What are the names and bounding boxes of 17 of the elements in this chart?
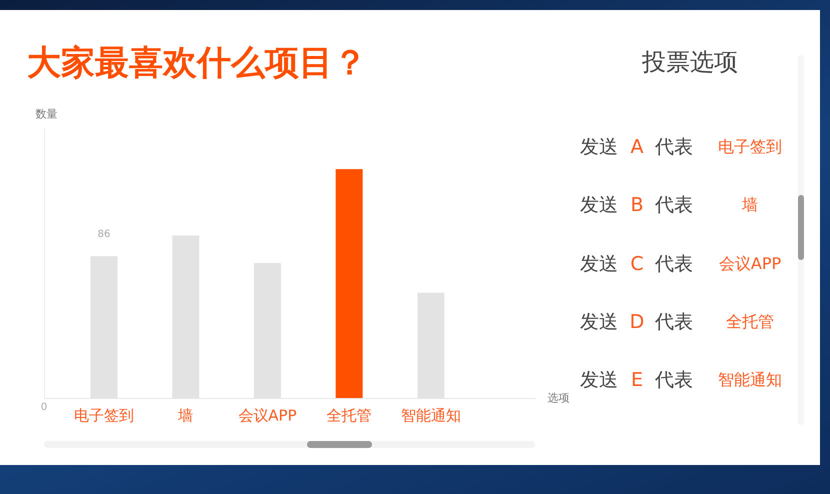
annotation: 86 [98,229,110,240]
bar [336,169,363,398]
text: 发送 E 代表 智能通知 [580,369,782,391]
y-axis-title: 数量 [36,108,58,120]
x-tick-label: 墙 [177,406,194,424]
chart-title: 大家最喜欢什么项目？ [27,43,367,83]
text: 发送 D 代表 全托管 [580,310,774,333]
x-tick-label: 全托管 [326,406,372,424]
text: 发送 B 代表 墙 [580,194,758,216]
x-axis-title: 选项 [548,392,570,404]
x-tick-label: 智能通知 [400,406,461,424]
text: 发送 C 代表 会议APP [580,252,782,274]
text: 0 [40,402,48,413]
text: 投票选项 [641,48,739,76]
x-tick-label: 电子签到 [74,406,134,424]
text: 发送 A 代表 电子签到 [580,136,782,158]
x-tick-label: 会议APP [238,406,297,424]
